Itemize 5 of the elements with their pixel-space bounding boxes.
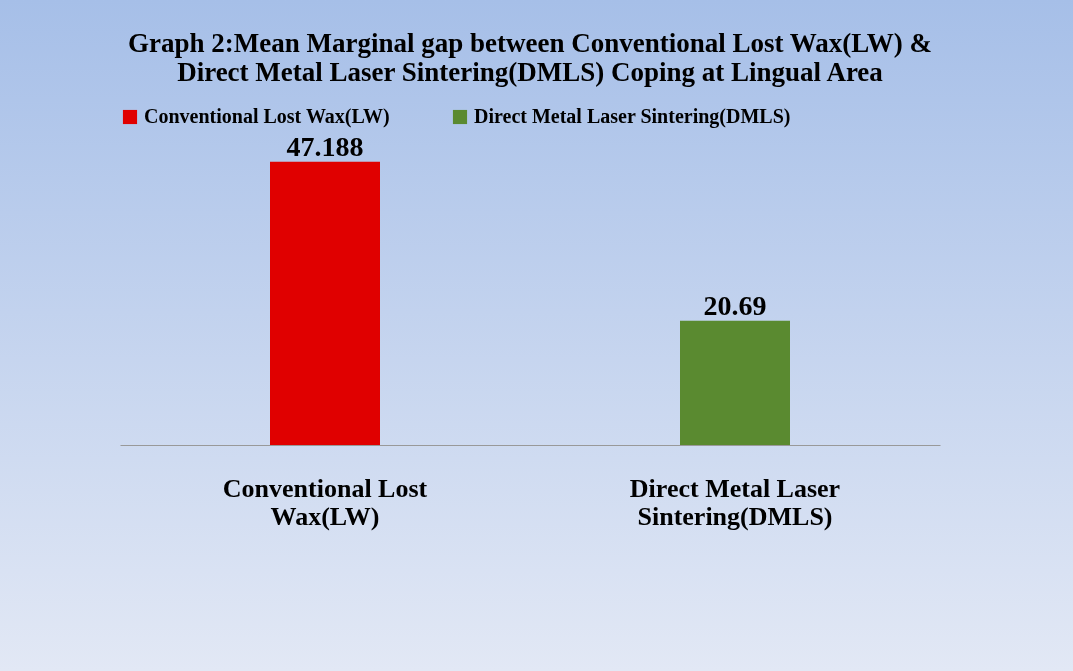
data-label: 47.188 [286,130,364,162]
data-label: 20.69 [703,289,767,321]
legend-label: Conventional Lost Wax(LW) [144,105,390,128]
chart-title: Graph 2:Mean Marginal gap between Conventional Lost Wax(LW) & Direct Metal Laser Sintering(DMLS) Coping at Lingual Area [127,28,933,87]
legend-label: Direct Metal Laser Sintering(DMLS) [474,105,791,128]
